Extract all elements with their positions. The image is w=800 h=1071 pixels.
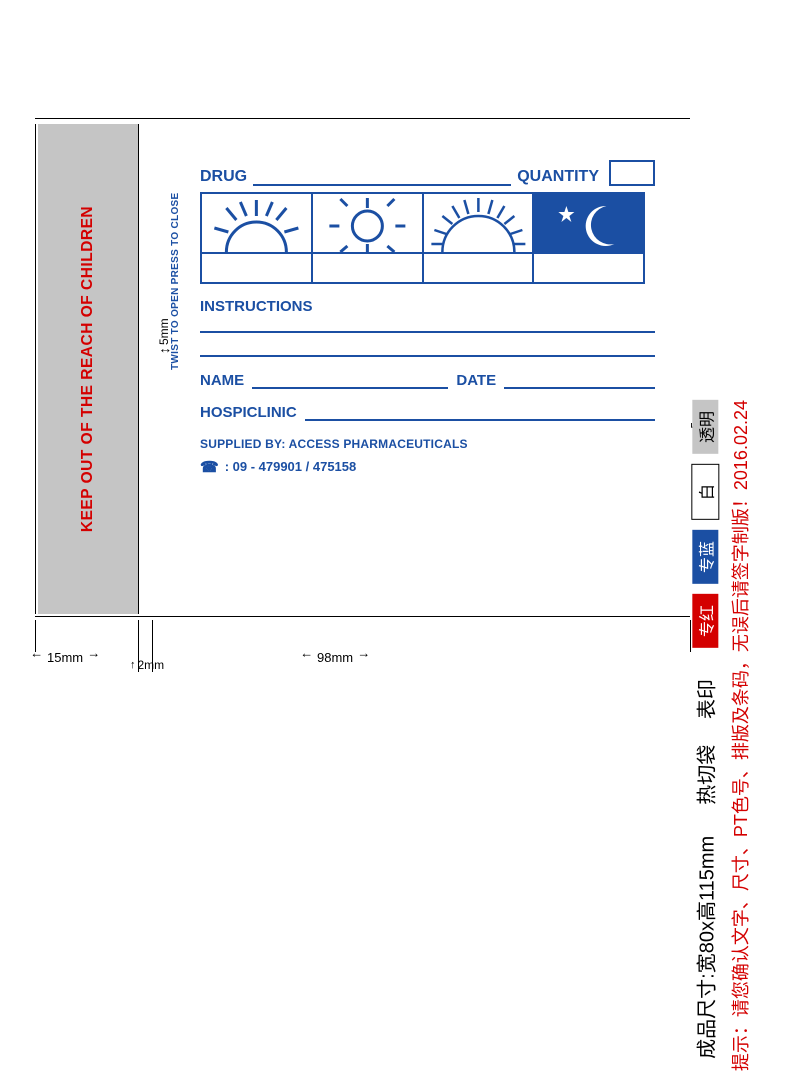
drug-label: DRUG [200,168,247,186]
time-of-day-grid [200,192,645,284]
margin-label: 5mm [157,318,171,345]
swatch-grey: 透明 [692,400,718,454]
hospiclinic-field-line [305,403,655,421]
phone-number-text: : 09 - 479901 / 475158 [225,459,357,474]
twist-instruction-text: TWIST TO OPEN PRESS TO CLOSE [170,193,181,371]
name-label: NAME [200,372,244,389]
time-cell-sunrise [200,192,311,284]
hospiclinic-label: HOSPICLINIC [200,404,297,421]
swatch-white: 白 [691,464,719,520]
dim-flap: ←15mm→ [30,650,100,665]
date-label: DATE [456,372,496,389]
tick [35,620,36,652]
quantity-label: QUANTITY [517,168,599,186]
crop-rule-top [35,118,690,119]
noon-icon [313,194,422,254]
crop-rule-bottom [35,616,690,617]
instructions-label: INSTRUCTIONS [200,298,655,315]
drug-row: DRUG QUANTITY [200,160,655,186]
dim-body: ←98mm→ [300,650,370,665]
drug-field-line [253,167,511,186]
bag-type-text: 热切袋 [691,745,720,805]
printed-content: DRUG QUANTITY [200,160,655,476]
dim-gap: ↑2mm [130,658,164,672]
time-cell-night [532,192,645,284]
spec-line: 成品尺寸:宽80x高115mm 热切袋 表印 专红 专蓝 白 透明 [691,400,720,1059]
name-field-line [252,371,448,389]
instructions-line-2 [200,341,655,357]
time-cell-sunset [422,192,533,284]
dose-box [534,254,643,282]
swatch-blue: 专蓝 [692,530,718,584]
size-text: 成品尺寸:宽80x高115mm [691,836,720,1059]
print-side-text: 表印 [691,679,720,719]
artboard: KEEP OUT OF THE REACH OF CHILDREN ↕5mm ↕… [0,0,800,800]
dose-box [313,254,422,282]
hospiclinic-row: HOSPICLINIC [200,403,655,421]
approval-notice: 提示：请您确认文字、尺寸、PT色号、排版及条码，无误后请签字制版！2016.02… [727,400,753,1071]
phone-icon: ☎ [200,458,219,476]
instructions-line-1 [200,317,655,333]
sunrise-icon [202,194,311,254]
dose-box [424,254,533,282]
night-icon [534,194,643,254]
date-field-line [504,371,655,389]
supplied-by-text: SUPPLIED BY: ACCESS PHARMACEUTICALS [200,437,655,451]
time-cell-noon [311,192,422,284]
dose-box [202,254,311,282]
swatch-red: 专红 [692,594,718,648]
sunset-icon [424,194,533,254]
quantity-box [609,160,655,186]
name-date-row: NAME DATE [200,371,655,389]
phone-row: ☎ : 09 - 479901 / 475158 [200,458,655,476]
